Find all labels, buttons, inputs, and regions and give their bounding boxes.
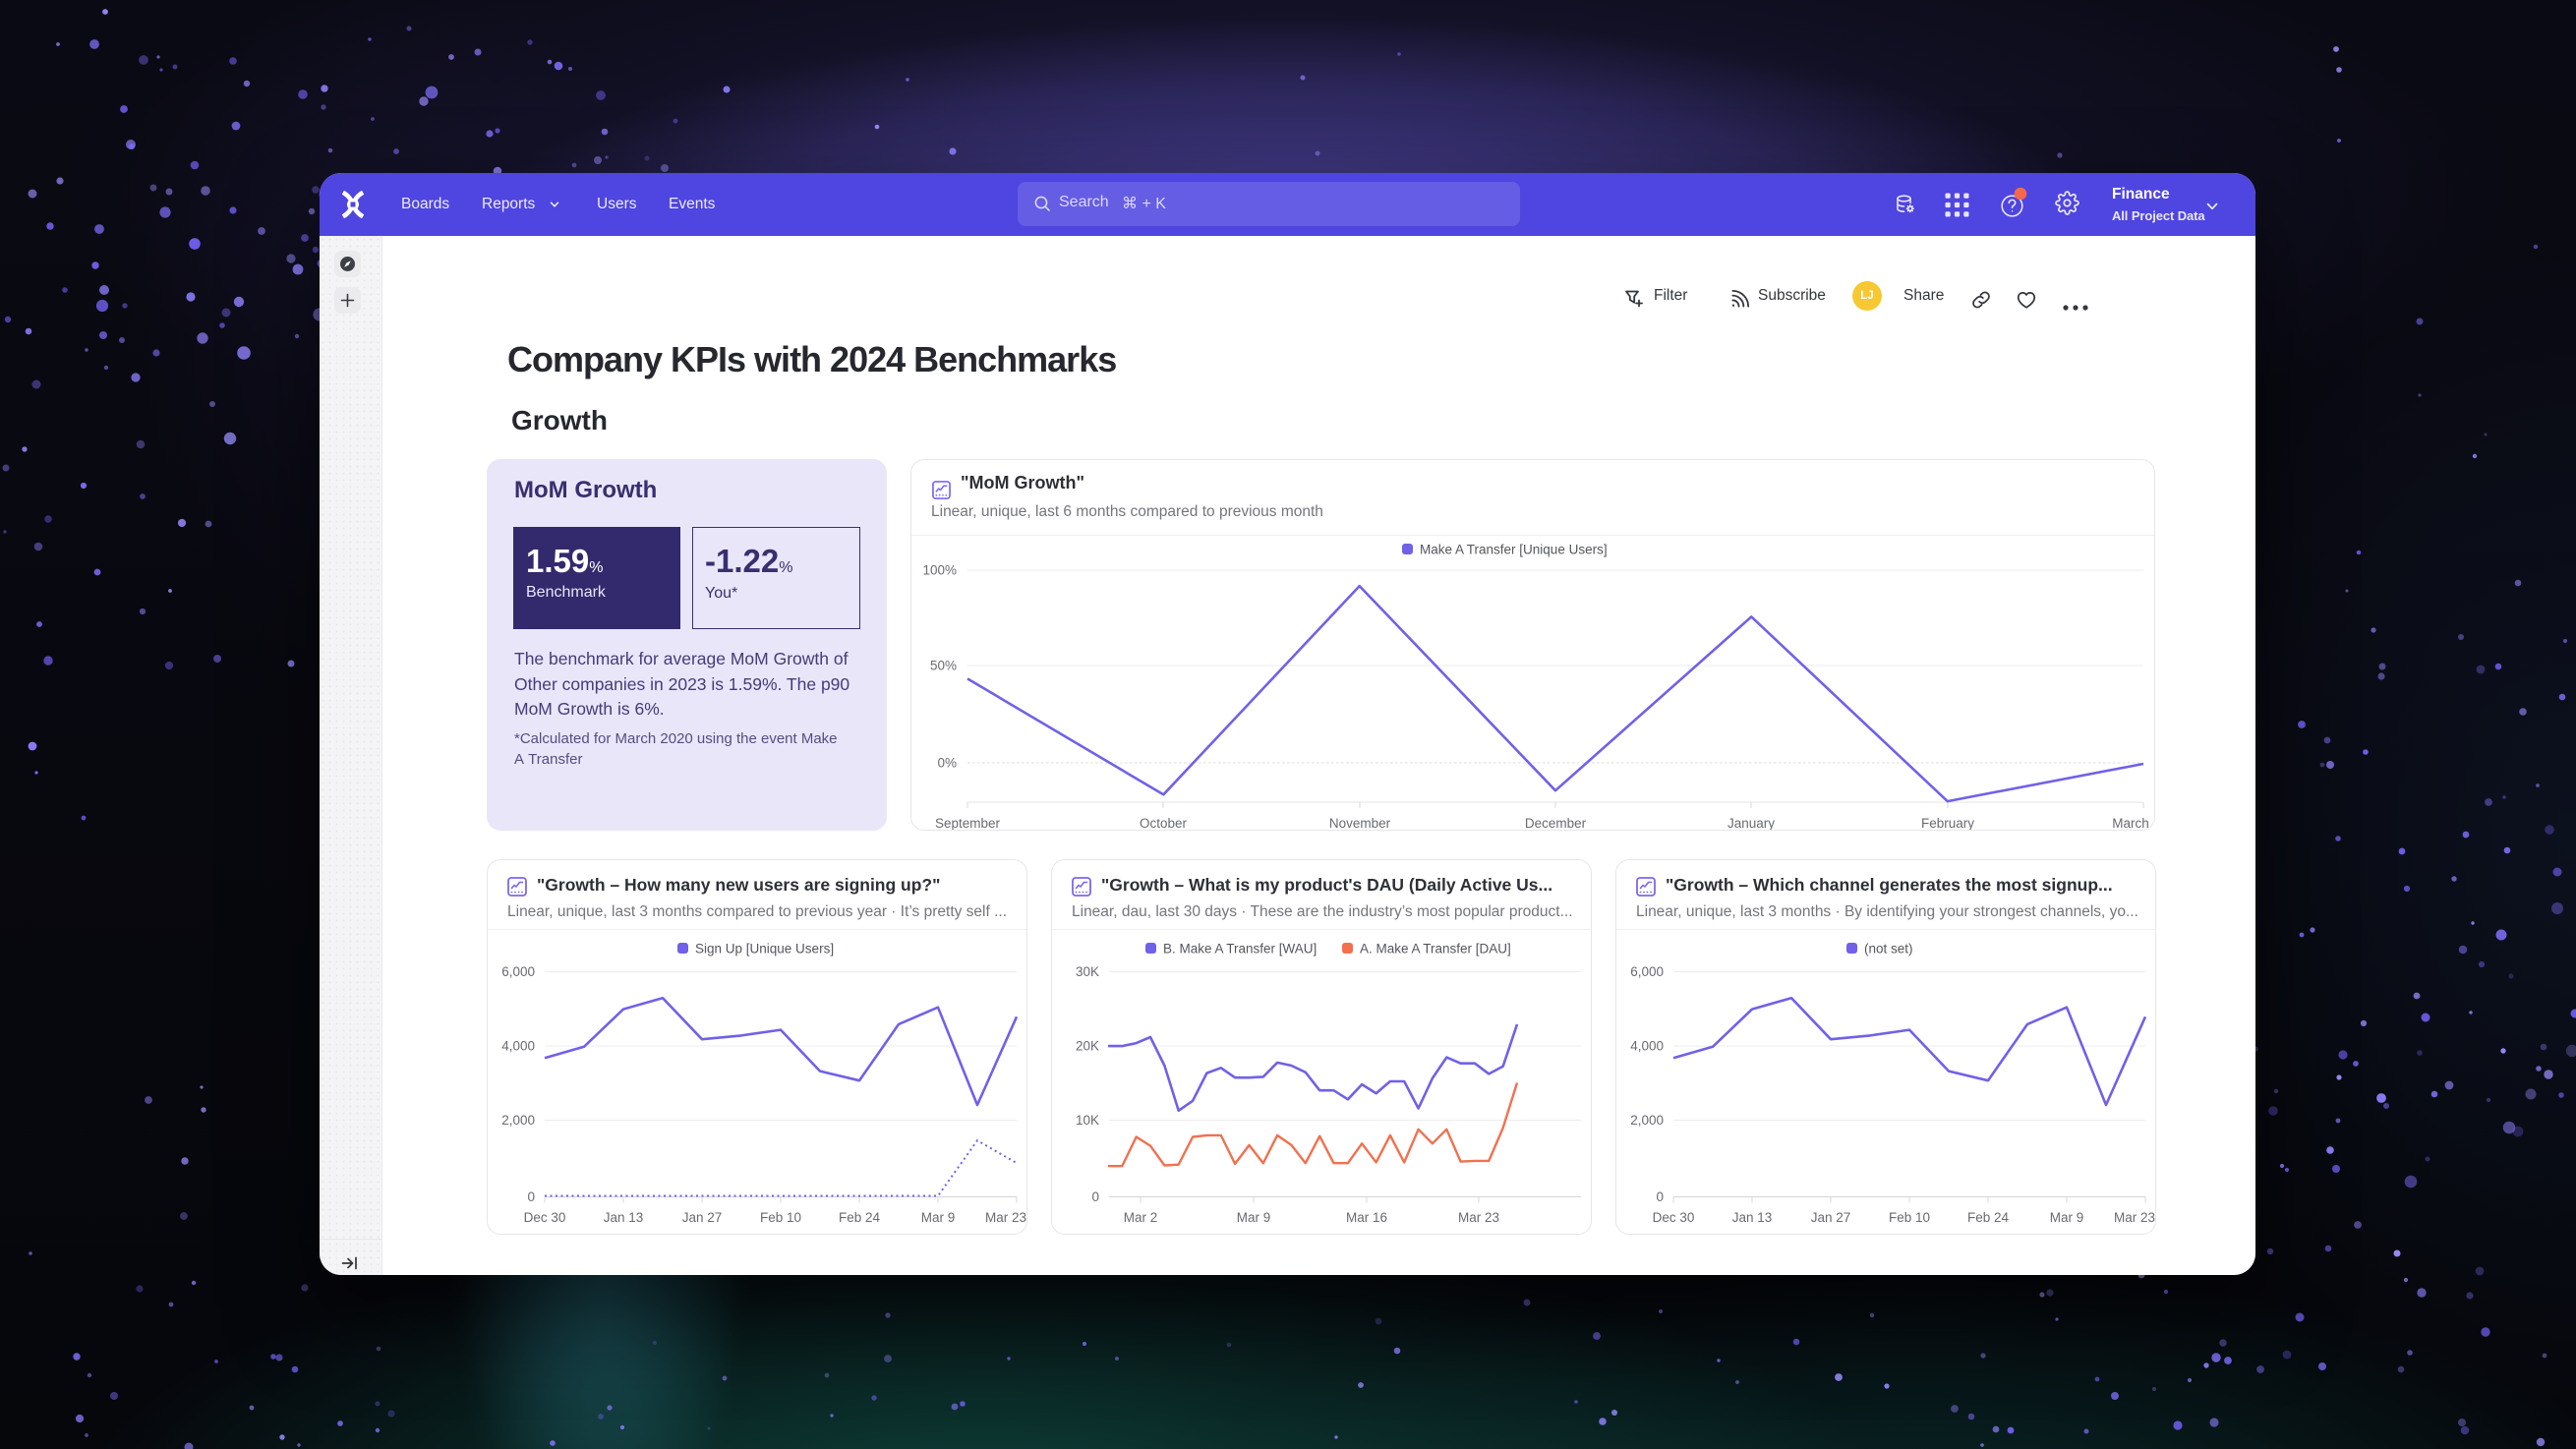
svg-text:February: February (1921, 816, 1974, 830)
svg-text:January: January (1727, 816, 1775, 830)
svg-text:30K: 30K (1076, 964, 1099, 979)
svg-text:Mar 23: Mar 23 (1458, 1210, 1499, 1225)
svg-text:50%: 50% (930, 659, 957, 673)
svg-text:Mar 16: Mar 16 (1346, 1210, 1387, 1225)
svg-text:Feb 24: Feb 24 (1967, 1210, 2010, 1225)
svg-text:Feb 10: Feb 10 (1889, 1210, 1930, 1225)
svg-text:Jan 13: Jan 13 (1732, 1210, 1773, 1225)
svg-text:Mar 9: Mar 9 (921, 1210, 956, 1225)
svg-text:6,000: 6,000 (1630, 964, 1664, 979)
svg-text:10K: 10K (1076, 1113, 1099, 1128)
svg-text:0: 0 (527, 1189, 535, 1204)
svg-text:Mar 9: Mar 9 (2050, 1210, 2084, 1225)
svg-text:100%: 100% (922, 563, 957, 578)
svg-text:(not set): (not set) (1864, 942, 1913, 956)
svg-text:Jan 27: Jan 27 (682, 1210, 723, 1225)
svg-text:October: October (1140, 816, 1188, 830)
svg-text:4,000: 4,000 (501, 1039, 535, 1054)
svg-text:Jan 27: Jan 27 (1811, 1210, 1851, 1225)
svg-text:2,000: 2,000 (1630, 1113, 1664, 1128)
svg-text:0: 0 (1656, 1189, 1664, 1204)
svg-text:Sign Up [Unique Users]: Sign Up [Unique Users] (695, 942, 834, 956)
svg-text:6,000: 6,000 (501, 964, 535, 979)
svg-text:4,000: 4,000 (1630, 1039, 1664, 1054)
svg-text:September: September (935, 816, 1001, 830)
svg-text:B. Make A Transfer [WAU]: B. Make A Transfer [WAU] (1163, 942, 1317, 956)
svg-text:Mar 23: Mar 23 (985, 1210, 1026, 1225)
svg-text:Mar 23: Mar 23 (2114, 1210, 2155, 1225)
svg-text:2,000: 2,000 (501, 1113, 535, 1128)
svg-text:20K: 20K (1076, 1039, 1099, 1054)
svg-text:December: December (1525, 816, 1587, 830)
svg-text:0%: 0% (937, 756, 957, 771)
svg-text:Dec 30: Dec 30 (524, 1210, 566, 1225)
svg-text:Feb 10: Feb 10 (760, 1210, 801, 1225)
svg-text:Jan 13: Jan 13 (604, 1210, 644, 1225)
svg-text:Mar 9: Mar 9 (1237, 1210, 1271, 1225)
svg-text:Mar 2: Mar 2 (1124, 1210, 1158, 1225)
svg-text:Dec 30: Dec 30 (1653, 1210, 1695, 1225)
svg-text:A. Make A Transfer [DAU]: A. Make A Transfer [DAU] (1360, 942, 1511, 956)
svg-text:Feb 24: Feb 24 (839, 1210, 881, 1225)
svg-text:March: March (2112, 816, 2149, 830)
svg-text:November: November (1329, 816, 1391, 830)
svg-text:Make A Transfer [Unique Users]: Make A Transfer [Unique Users] (1420, 543, 1608, 557)
svg-text:0: 0 (1091, 1189, 1099, 1204)
